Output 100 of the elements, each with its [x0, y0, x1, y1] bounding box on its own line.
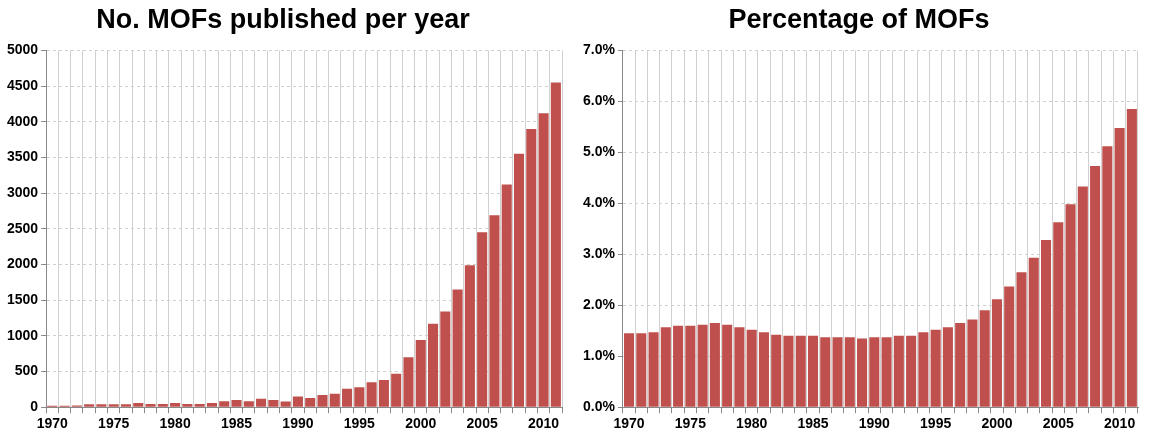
bar	[206, 402, 217, 407]
bar	[697, 324, 708, 407]
bar	[1016, 272, 1027, 407]
bar	[256, 398, 267, 407]
bar	[771, 334, 782, 407]
x-tick-label: 1980	[736, 415, 768, 432]
bar	[857, 338, 868, 407]
bar	[795, 335, 806, 407]
bar	[979, 310, 990, 407]
bar	[415, 340, 426, 407]
bar	[734, 327, 745, 407]
bar	[292, 396, 303, 407]
bar	[464, 265, 475, 407]
bar	[881, 337, 892, 407]
bar	[378, 380, 389, 407]
y-tick-label: 0	[30, 398, 39, 415]
y-tick-label: 1000	[6, 326, 39, 343]
x-tick-label: 2005	[1042, 415, 1075, 432]
bar	[832, 337, 843, 407]
bar	[538, 113, 549, 407]
chart-title: No. MOFs published per year	[96, 3, 471, 34]
bar	[844, 337, 855, 407]
bar	[918, 332, 929, 407]
y-tick-label: 1500	[6, 291, 39, 308]
y-tick-label: 4500	[6, 76, 39, 93]
x-tick-label: 1975	[674, 415, 707, 432]
bar	[305, 397, 316, 407]
x-tick-label: 2000	[981, 415, 1013, 432]
bar	[366, 382, 377, 407]
bar	[550, 82, 561, 407]
bar	[709, 323, 720, 407]
y-tick-label: 5.0%	[582, 143, 616, 160]
x-tick-label: 1980	[159, 415, 191, 432]
bar	[157, 403, 168, 407]
bar	[391, 373, 402, 407]
bar	[84, 404, 95, 407]
bar	[133, 402, 144, 407]
bar	[501, 184, 512, 407]
bar	[108, 404, 119, 407]
bar	[268, 400, 279, 407]
bar	[660, 327, 671, 407]
bar	[991, 299, 1002, 407]
bar	[194, 403, 205, 407]
x-tick-label: 2010	[1104, 415, 1136, 432]
bar	[145, 403, 156, 407]
bar	[746, 329, 757, 407]
bar	[1040, 240, 1052, 407]
bar	[329, 393, 340, 407]
bar	[243, 401, 254, 407]
bar	[489, 215, 500, 407]
bar	[1004, 286, 1015, 407]
bar	[1077, 186, 1088, 407]
bar	[342, 388, 353, 407]
y-tick-label: 7.0%	[582, 41, 616, 58]
bar	[403, 357, 414, 407]
y-tick-label: 4000	[6, 112, 39, 129]
bar	[758, 332, 769, 407]
bar	[1102, 146, 1113, 407]
y-tick-label: 6.0%	[582, 92, 616, 109]
bar	[967, 319, 978, 407]
x-tick-label: 1995	[920, 415, 952, 432]
bar	[783, 335, 794, 407]
bar	[648, 332, 659, 407]
x-tick-label: 1995	[343, 415, 376, 432]
bar	[930, 329, 941, 407]
y-tick-label: 3.0%	[582, 245, 616, 262]
bar	[942, 327, 953, 407]
bar	[452, 289, 463, 407]
bar	[624, 333, 635, 407]
bar	[477, 232, 488, 407]
y-tick-label: 2000	[6, 255, 39, 272]
x-tick-label: 2010	[528, 415, 560, 432]
y-tick-label: 4.0%	[582, 194, 616, 211]
bar	[636, 333, 647, 407]
x-tick-label: 2005	[466, 415, 498, 432]
bar	[685, 325, 696, 407]
y-tick-label: 2500	[6, 219, 39, 236]
y-tick-label: 2.0%	[582, 296, 616, 313]
y-tick-label: 0.0%	[582, 398, 616, 415]
bar	[1126, 109, 1137, 407]
bar	[354, 387, 365, 407]
x-tick-label: 1970	[36, 415, 69, 432]
bar	[96, 404, 107, 407]
bar	[428, 323, 439, 407]
bar	[219, 401, 230, 407]
bar	[231, 400, 242, 407]
y-tick-label: 500	[14, 362, 39, 379]
x-tick-label: 1990	[282, 415, 314, 432]
bar	[1114, 127, 1125, 407]
bar	[673, 325, 684, 407]
bar	[955, 323, 966, 407]
y-tick-label: 3000	[6, 183, 39, 200]
bar	[722, 324, 733, 407]
bar	[513, 153, 525, 407]
chart-title: Percentage of MOFs	[728, 3, 990, 34]
x-tick-label: 1985	[797, 415, 829, 432]
bar	[820, 337, 831, 407]
bar	[1065, 204, 1076, 407]
x-tick-label: 2000	[405, 415, 437, 432]
x-tick-label: 1975	[98, 415, 130, 432]
